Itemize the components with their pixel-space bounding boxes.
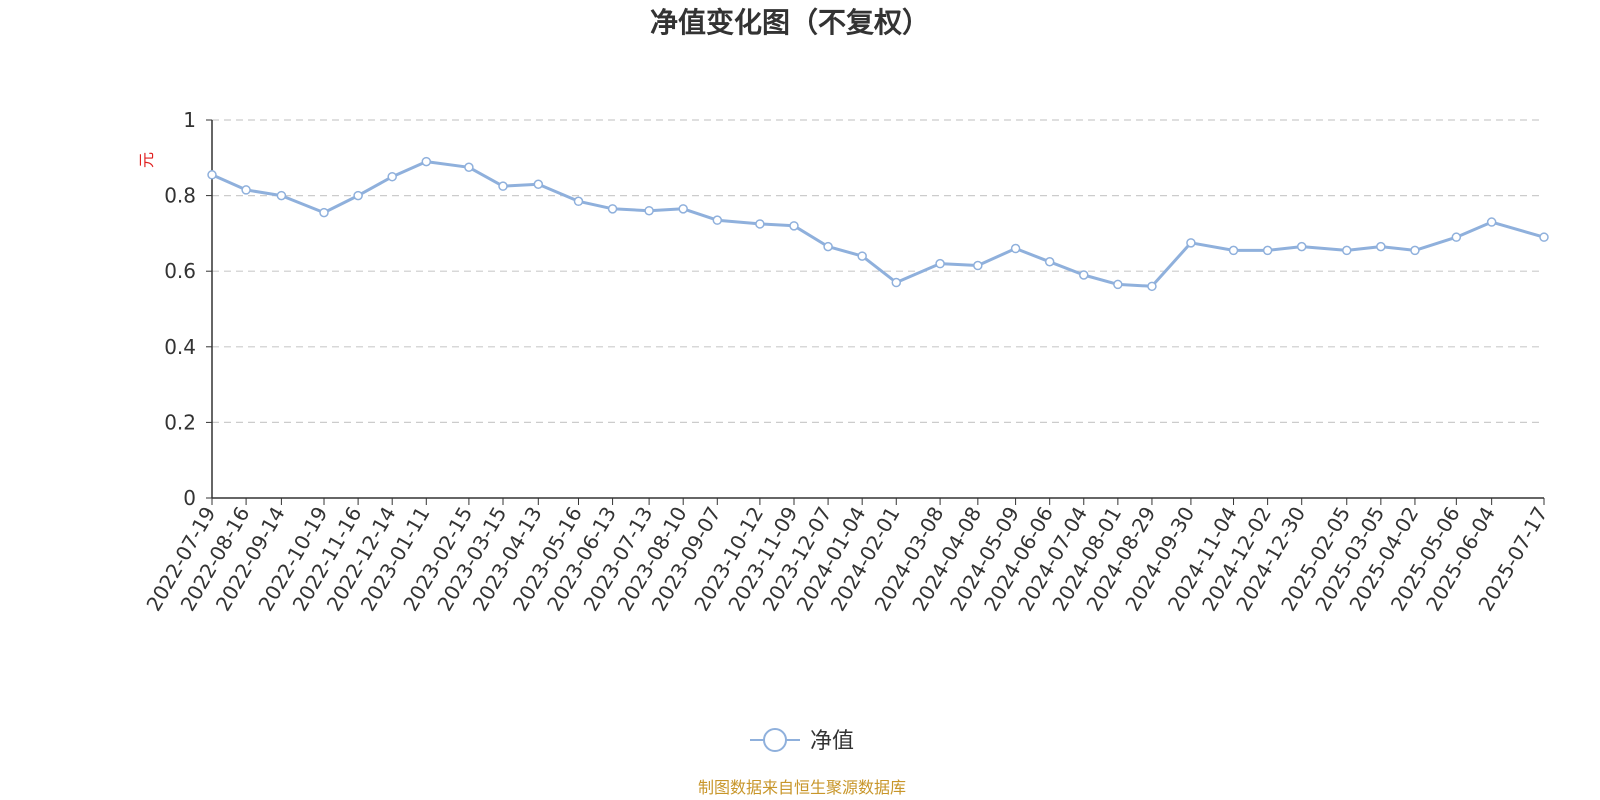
y-axis-ticks: 0 0.2 0.4 0.6 0.8 1 (164, 108, 212, 510)
data-point[interactable] (1186, 238, 1196, 248)
data-point[interactable] (823, 241, 833, 252)
data-point[interactable] (1486, 217, 1497, 227)
data-point[interactable] (1296, 241, 1307, 252)
y-tick-label: 0 (183, 486, 196, 510)
y-tick-label: 0.4 (164, 335, 196, 359)
source-note: 制图数据来自恒生聚源数据库 (698, 778, 906, 797)
legend[interactable]: 净值 (750, 728, 854, 754)
data-point[interactable] (498, 181, 508, 191)
data-point[interactable] (1079, 270, 1089, 280)
y-axis-unit-label: 元 (137, 152, 156, 168)
series-line-nav (211, 160, 1545, 288)
legend-label: 净值 (810, 729, 854, 754)
data-point[interactable] (1228, 245, 1239, 256)
data-point[interactable] (789, 221, 799, 231)
data-point[interactable] (1451, 232, 1462, 242)
data-point[interactable] (857, 251, 867, 261)
data-point[interactable] (891, 277, 902, 288)
data-point[interactable] (276, 190, 287, 201)
y-tick-label: 0.2 (164, 410, 196, 434)
series-points (207, 156, 1549, 292)
data-point[interactable] (241, 185, 251, 195)
data-point[interactable] (1342, 245, 1352, 256)
data-point[interactable] (1147, 281, 1157, 292)
data-point[interactable] (935, 258, 945, 269)
data-point[interactable] (421, 156, 432, 167)
data-point[interactable] (387, 171, 397, 182)
x-axis-ticks: 2022-07-192022-08-162022-09-142022-10-19… (141, 498, 1552, 615)
data-point[interactable] (1539, 232, 1549, 242)
data-point[interactable] (755, 219, 765, 229)
data-point[interactable] (973, 260, 983, 271)
chart-title: 净值变化图（不复权） (650, 6, 930, 39)
data-point[interactable] (1262, 245, 1273, 256)
data-point[interactable] (353, 190, 363, 201)
data-point[interactable] (319, 207, 329, 218)
y-tick-label: 0.8 (164, 184, 196, 208)
data-point[interactable] (607, 204, 618, 214)
data-point[interactable] (1113, 279, 1123, 290)
data-point[interactable] (533, 179, 544, 190)
data-point[interactable] (712, 215, 723, 225)
data-point[interactable] (573, 196, 584, 207)
data-point[interactable] (1010, 243, 1021, 254)
y-tick-label: 1 (183, 108, 196, 132)
legend-marker-icon (763, 728, 787, 752)
data-point[interactable] (1044, 257, 1055, 267)
data-point[interactable] (464, 162, 474, 172)
data-point[interactable] (207, 170, 217, 180)
data-point[interactable] (644, 205, 654, 216)
gridlines (212, 119, 1544, 423)
data-point[interactable] (678, 204, 688, 214)
data-point[interactable] (1376, 241, 1386, 252)
y-tick-label: 0.6 (164, 259, 196, 283)
data-point[interactable] (1410, 245, 1420, 256)
